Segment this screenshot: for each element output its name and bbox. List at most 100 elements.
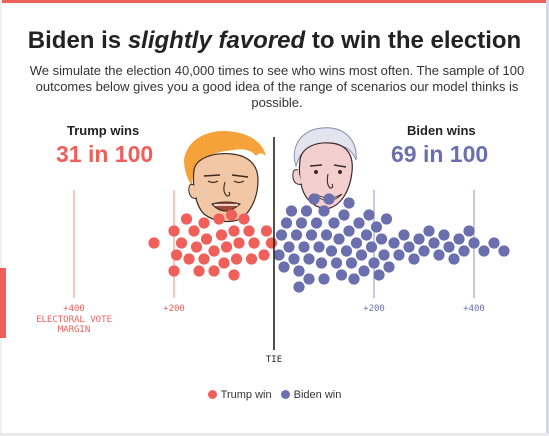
outcome-dot-trump — [218, 257, 230, 269]
outcome-dot-biden — [418, 245, 430, 257]
outcome-dot-biden — [433, 249, 445, 261]
outcome-dot-trump — [180, 213, 193, 225]
legend-label-biden: Biden win — [293, 389, 342, 402]
outcome-dot-biden — [293, 265, 305, 277]
outcome-dot-trump — [225, 209, 238, 221]
outcome-dot-biden — [355, 249, 368, 261]
outcome-dot-biden — [323, 193, 335, 205]
outcome-dot-biden — [378, 249, 390, 261]
outcome-dot-biden — [453, 233, 465, 245]
biden-caricature — [292, 127, 357, 209]
title-emphasis: slightly favored — [127, 27, 306, 54]
axis-label-electoral-vote-margin: ELECTORAL VOTE MARGIN — [36, 315, 112, 335]
trump-wins-count: 31 in 100 — [56, 141, 154, 167]
legend: Trump win Biden win — [0, 389, 549, 401]
tick-label-biden-400: +400 — [463, 304, 485, 314]
outcome-dot-biden — [365, 241, 378, 253]
outcome-dot-biden — [330, 257, 343, 269]
outcome-dot-biden — [318, 205, 330, 217]
outcome-dot-biden — [468, 237, 480, 249]
outcome-dot-biden — [303, 253, 315, 265]
outcome-dot-trump — [248, 237, 260, 249]
outcome-dot-trump — [175, 237, 188, 249]
outcome-dot-biden — [278, 261, 290, 273]
legend-swatch-biden — [280, 390, 290, 400]
outcome-dot-trump — [228, 225, 240, 237]
outcome-dot-biden — [343, 225, 355, 237]
outcome-dot-biden — [388, 237, 400, 249]
outcome-dot-biden — [353, 217, 365, 229]
outcome-dot-trump — [228, 269, 240, 281]
outcome-dot-biden — [343, 197, 355, 209]
outcome-dot-biden — [315, 257, 328, 269]
outcome-dot-biden — [438, 229, 450, 241]
outcome-dot-trump — [265, 237, 278, 249]
outcome-dot-trump — [260, 225, 273, 237]
outcome-dot-biden — [448, 253, 460, 265]
outcome-dot-trump — [233, 237, 245, 249]
outcome-dot-biden — [413, 233, 425, 245]
trump-caricature — [184, 130, 266, 223]
biden-wins-label: Biden wins — [407, 123, 476, 138]
outcome-dot-biden — [275, 229, 288, 241]
outcome-dot-trump — [230, 253, 243, 265]
outcome-dot-biden — [463, 225, 475, 237]
outcome-dot-biden — [350, 237, 363, 249]
outcome-dot-trump — [168, 225, 180, 237]
outcome-dot-trump — [208, 245, 220, 257]
outcome-dot-biden — [290, 229, 303, 241]
outcome-dot-trump — [243, 225, 255, 237]
outcome-dot-biden — [338, 209, 350, 221]
outcome-dot-biden — [345, 257, 358, 269]
outcome-dot-biden — [393, 249, 405, 261]
tie-label: TIE — [265, 355, 283, 365]
outcome-dot-trump — [170, 249, 183, 261]
outcome-dot-biden — [360, 229, 373, 241]
outcome-dot-trump — [168, 265, 180, 277]
outcome-dot-trump — [245, 253, 258, 265]
outcome-dot-trump — [190, 241, 203, 253]
outcome-dot-trump — [183, 253, 195, 265]
trump-wins-label: Trump wins — [67, 123, 140, 138]
outcome-dot-trump — [258, 249, 270, 261]
outcome-dot-trump — [213, 213, 225, 225]
outcome-dot-biden — [443, 241, 455, 253]
outcome-dot-biden — [295, 217, 308, 229]
outcome-dot-biden — [398, 229, 410, 241]
outcome-dot-biden — [478, 245, 490, 257]
outcome-dot-trump — [198, 253, 210, 265]
chart-title: Biden is slightly favored to win the ele… — [27, 27, 522, 54]
outcome-dot-biden — [403, 241, 415, 253]
outcome-dot-biden — [340, 245, 353, 257]
outcome-dot-biden — [333, 233, 345, 245]
outcome-dot-biden — [335, 269, 348, 281]
outcome-dot-biden — [298, 241, 310, 253]
outcome-dot-biden — [458, 245, 470, 257]
left-border — [0, 0, 2, 436]
tick-label-trump-200: +200 — [163, 304, 185, 314]
outcome-dot-biden — [288, 253, 300, 265]
outcome-dot-biden — [370, 221, 383, 233]
outcome-dot-trump — [193, 265, 205, 277]
outcome-dot-biden — [318, 273, 330, 285]
outcome-dot-trump — [188, 225, 200, 237]
outcome-dot-biden — [325, 245, 338, 257]
outcome-dot-biden — [310, 217, 323, 229]
outcome-dot-biden — [348, 273, 360, 285]
right-border — [546, 0, 549, 436]
tick-label-biden-200: +200 — [363, 304, 385, 314]
chart-subtitle: We simulate the election 40,000 times to… — [29, 63, 525, 110]
legend-item-biden: Biden win — [280, 389, 342, 402]
outcome-dot-trump — [200, 233, 213, 245]
outcome-dot-biden — [285, 205, 298, 217]
outcome-dot-biden — [368, 257, 380, 269]
outcome-dot-biden — [305, 229, 318, 241]
bottom-border — [0, 433, 549, 436]
outcome-dot-biden — [383, 261, 395, 273]
outcome-dot-biden — [328, 217, 340, 229]
outcome-dot-biden — [363, 209, 375, 221]
outcome-dot-biden — [320, 229, 333, 241]
legend-swatch-trump — [207, 390, 217, 400]
outcome-dot-biden — [488, 237, 500, 249]
outcome-dot-biden — [373, 269, 385, 281]
